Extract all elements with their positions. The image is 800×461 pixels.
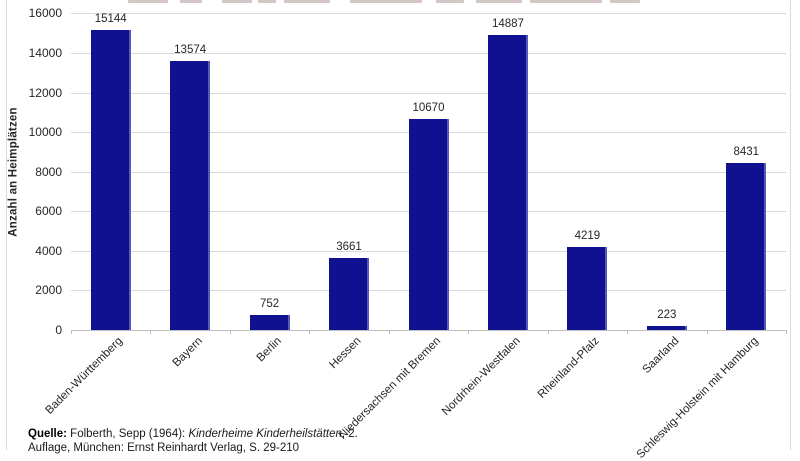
x-axis-tick — [71, 330, 72, 334]
x-axis-tick — [786, 330, 787, 334]
x-category-label-text: Berlin — [254, 335, 285, 365]
panel-border-right — [790, 0, 791, 450]
y-tick-label: 10000 — [28, 125, 62, 140]
y-tick-label: 6000 — [35, 204, 62, 219]
x-category-label-text: Rheinland-Pfalz — [535, 335, 602, 401]
bar-value-label: 14887 — [491, 18, 524, 31]
y-tick-label: 16000 — [28, 6, 62, 21]
y-tick-label: 12000 — [28, 85, 62, 100]
chart-title-clipped — [0, 0, 800, 4]
bar-value-label: 3661 — [336, 240, 362, 253]
gridline — [71, 92, 786, 94]
source-citation: Quelle: Folberth, Sepp (1964): Kinderhei… — [28, 428, 358, 454]
source-label: Quelle: — [28, 428, 67, 440]
source-suffix: , 2. — [341, 428, 358, 440]
x-axis-tick — [547, 330, 549, 334]
x-axis-tick — [388, 330, 390, 334]
x-category-label-text: Hessen — [327, 335, 364, 372]
x-axis-tick — [468, 330, 470, 334]
bar — [90, 30, 131, 330]
plot-area: 0 2000 4000 6000 8000 10000 12000 14000 16000 151… — [28, 6, 787, 461]
y-tick-label: 4000 — [35, 243, 62, 258]
y-tick-label: 14000 — [28, 45, 62, 60]
source-author: Folberth, Sepp (1964): — [66, 428, 189, 440]
bar-value-label: 752 — [260, 298, 280, 311]
bar-value-label: 8431 — [733, 146, 760, 159]
x-category-label-text: Bayern — [170, 335, 205, 370]
x-axis-line — [71, 330, 786, 331]
bar — [646, 325, 687, 330]
bar-value-label: 4219 — [574, 229, 601, 242]
bar — [249, 315, 290, 330]
x-axis-tick — [150, 330, 152, 334]
gridline — [71, 52, 786, 54]
y-tick-label: 8000 — [35, 164, 62, 179]
source-citation-line2-clipped: Auflage, München: Ernst Reinhardt Verlag… — [28, 442, 300, 454]
bar-value-label: 223 — [657, 308, 677, 321]
bar — [170, 61, 211, 330]
bar — [408, 118, 449, 330]
source-book-title: Kinderheime Kinderheilstätten — [188, 428, 342, 440]
bar-value-label: 13574 — [174, 44, 207, 57]
source-citation-line1: Quelle: Folberth, Sepp (1964): Kinderhei… — [28, 428, 358, 440]
panel-border-left — [6, 0, 7, 450]
x-category-label-text: Saarland — [640, 335, 682, 377]
bar — [726, 163, 767, 330]
y-tick-label: 2000 — [35, 283, 62, 298]
bar-value-label: 10670 — [412, 101, 445, 114]
x-axis-tick — [627, 330, 629, 334]
bar — [487, 35, 528, 330]
x-category-label-text: Baden-Württemberg — [43, 335, 126, 417]
bar-value-label: 15144 — [94, 13, 127, 26]
x-axis-tick — [309, 330, 311, 334]
y-tick-label: 0 — [55, 323, 62, 337]
gridline — [71, 13, 786, 15]
x-axis-tick — [706, 330, 708, 334]
x-category-label-text: Nordrhein-Westfalen — [439, 335, 523, 418]
x-axis-tick — [229, 330, 231, 334]
bar — [567, 246, 608, 330]
bar — [329, 257, 370, 330]
